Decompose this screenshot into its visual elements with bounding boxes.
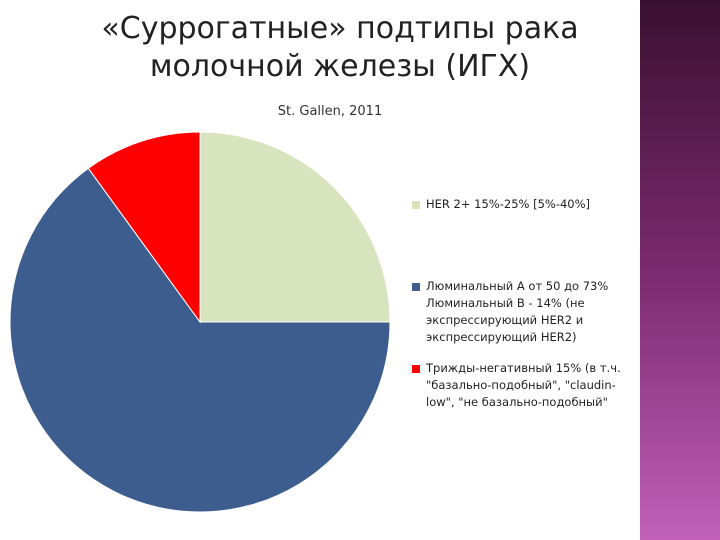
chart xyxy=(9,131,391,513)
legend-label: Трижды-негативный 15% (в т.ч. "базально-… xyxy=(426,361,621,409)
chart-subtitle: St. Gallen, 2011 xyxy=(277,104,383,119)
pie-slice xyxy=(87,131,201,324)
legend-swatch xyxy=(412,201,420,209)
pie-slice xyxy=(9,167,391,513)
legend-label: Люминальный А от 50 до 73% Люминальный В… xyxy=(426,279,609,344)
pie-slice xyxy=(199,131,391,323)
decor-band xyxy=(640,0,720,540)
legend-swatch xyxy=(412,365,420,373)
legend-item: HER 2+ 15%-25% [5%-40%] xyxy=(412,196,590,213)
legend-swatch xyxy=(412,283,420,291)
chart-title: «Суррогатные» подтипы рака молочной желе… xyxy=(101,11,579,84)
legend-label: HER 2+ 15%-25% [5%-40%] xyxy=(426,197,591,211)
legend-item: Трижды-негативный 15% (в т.ч. "базально-… xyxy=(412,360,621,411)
legend-item: Люминальный А от 50 до 73% Люминальный В… xyxy=(412,278,608,346)
